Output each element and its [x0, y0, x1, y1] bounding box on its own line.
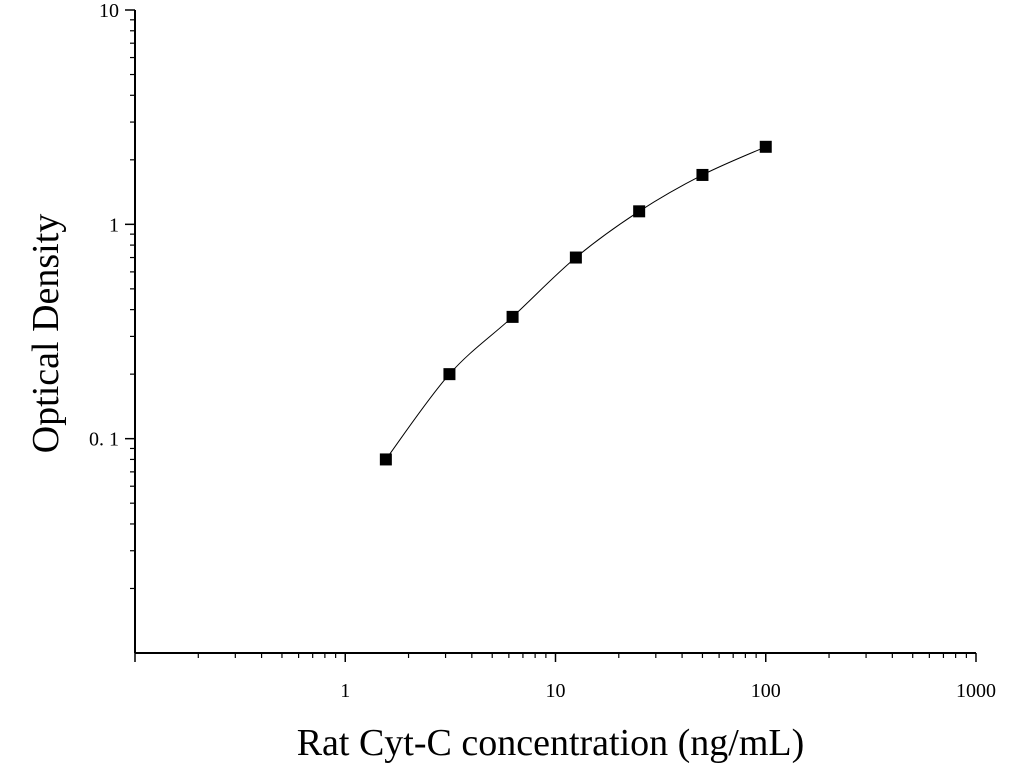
- data-point: [506, 310, 519, 323]
- fit-curve: [385, 146, 766, 460]
- y-axis-title: Optical Density: [25, 214, 67, 454]
- axes: [134, 10, 976, 654]
- x-tick-label: 1000: [956, 680, 996, 702]
- x-tick-label: 10: [546, 680, 566, 702]
- x-tick-label: 1: [340, 680, 350, 702]
- y-tick-label: 0. 1: [89, 429, 119, 451]
- x-axis-ticks: 1 10 100 1000: [134, 653, 996, 702]
- data-points: [379, 140, 772, 466]
- data-point: [759, 140, 772, 153]
- y-axis-ticks: 0. 1 1 10: [89, 0, 135, 590]
- data-point: [696, 168, 709, 181]
- data-point: [569, 251, 582, 264]
- x-axis-title: Rat Cyt-C concentration (ng/mL): [297, 722, 805, 764]
- y-tick-label: 1: [109, 214, 119, 236]
- fit-curve-layer: [385, 146, 766, 460]
- data-point: [379, 453, 392, 466]
- data-point: [633, 205, 646, 218]
- x-tick-label: 100: [751, 680, 781, 702]
- data-point: [443, 368, 456, 381]
- y-tick-label: 10: [99, 0, 119, 22]
